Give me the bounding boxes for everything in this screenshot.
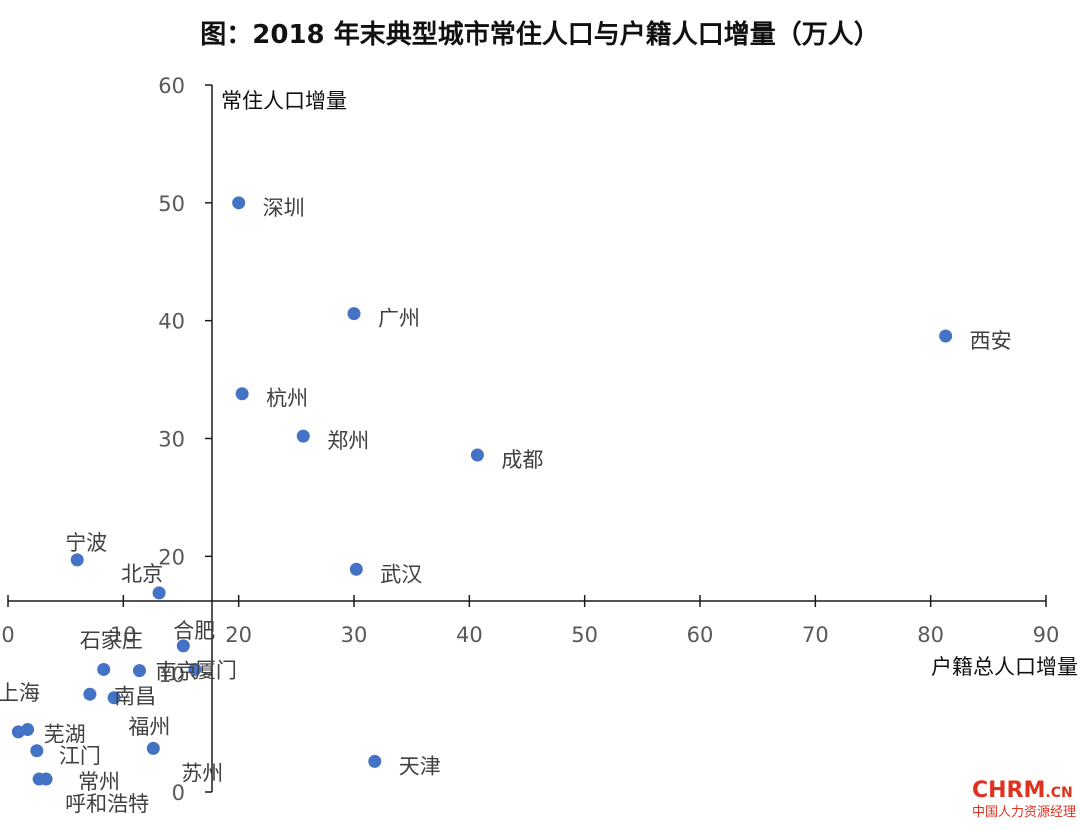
point-label: 成都 bbox=[501, 448, 543, 472]
y-tick-label: 30 bbox=[158, 428, 185, 452]
data-point bbox=[11, 725, 25, 739]
chart-title: 图：2018 年末典型城市常住人口与户籍人口增量（万人） bbox=[200, 20, 880, 50]
point-label: 武汉 bbox=[380, 562, 422, 586]
x-tick-label: 80 bbox=[917, 623, 944, 647]
data-point bbox=[939, 329, 953, 343]
point-label: 江门 bbox=[59, 744, 101, 768]
y-tick-label: 0 bbox=[172, 781, 185, 805]
y-tick-label: 50 bbox=[158, 192, 185, 216]
data-point bbox=[107, 691, 121, 705]
point-label: 宁波 bbox=[65, 531, 107, 555]
logo-domain: .CN bbox=[1045, 785, 1073, 801]
data-point bbox=[30, 744, 44, 758]
point-label: 杭州 bbox=[266, 387, 308, 411]
data-point bbox=[83, 687, 97, 701]
axes bbox=[7, 84, 1047, 793]
point-label: 厦门 bbox=[195, 658, 237, 682]
x-tick-label: 60 bbox=[687, 623, 714, 647]
point-label: 深圳 bbox=[263, 196, 305, 220]
data-point bbox=[152, 586, 166, 600]
x-tick-label: 20 bbox=[225, 623, 252, 647]
point-label: 石家庄 bbox=[80, 628, 143, 652]
data-point bbox=[349, 562, 363, 576]
x-tick-label: 0 bbox=[1, 623, 14, 647]
data-point bbox=[368, 754, 382, 768]
tick-labels: 0 10 20 30 40 50 60 70 80 90 0 10 20 30 40 50 60 bbox=[1, 74, 1059, 805]
point-label: 南昌 bbox=[114, 685, 156, 709]
x-tick-label: 30 bbox=[341, 623, 368, 647]
chrm-logo: CHRM.CN 中国人力资源经理 bbox=[972, 778, 1076, 820]
point-label: 苏州 bbox=[181, 761, 223, 785]
data-point bbox=[70, 553, 84, 567]
data-point bbox=[132, 664, 146, 678]
x-axis-label: 户籍总人口增量 bbox=[931, 655, 1078, 679]
data-points bbox=[11, 196, 953, 786]
point-label: 郑州 bbox=[327, 429, 369, 453]
y-tick-label: 10 bbox=[158, 663, 185, 687]
data-point bbox=[470, 448, 484, 462]
y-axis-label: 常住人口增量 bbox=[221, 89, 347, 113]
point-label: 北京 bbox=[121, 562, 163, 586]
point-label: 芜湖 bbox=[44, 723, 86, 747]
data-point bbox=[347, 307, 361, 321]
point-label: 天津 bbox=[399, 754, 441, 778]
data-point bbox=[232, 196, 246, 210]
x-tick-label: 40 bbox=[456, 623, 483, 647]
data-point bbox=[32, 772, 46, 786]
data-point bbox=[188, 662, 202, 676]
data-point bbox=[146, 741, 160, 755]
point-label: 上海 bbox=[0, 681, 40, 705]
logo-subtitle: 中国人力资源经理 bbox=[972, 805, 1077, 820]
data-point bbox=[296, 429, 310, 443]
x-tick-label: 10 bbox=[110, 623, 137, 647]
data-point bbox=[97, 662, 111, 676]
point-label: 南京 bbox=[155, 660, 197, 684]
y-tick-label: 40 bbox=[158, 310, 185, 334]
x-tick-label: 90 bbox=[1033, 623, 1060, 647]
data-point bbox=[235, 387, 249, 401]
y-tick-label: 60 bbox=[158, 74, 185, 98]
point-label: 合肥 bbox=[173, 619, 215, 643]
point-label: 广州 bbox=[378, 307, 420, 331]
y-tick-label: 20 bbox=[158, 545, 185, 569]
point-label: 呼和浩特 bbox=[65, 792, 149, 816]
logo-text: CHRM bbox=[972, 778, 1046, 803]
point-label: 福州 bbox=[128, 715, 170, 739]
x-tick-label: 50 bbox=[571, 623, 598, 647]
point-label: 西安 bbox=[970, 329, 1012, 353]
x-tick-label: 70 bbox=[802, 623, 829, 647]
point-label: 常州 bbox=[78, 770, 120, 794]
data-point bbox=[176, 639, 190, 653]
